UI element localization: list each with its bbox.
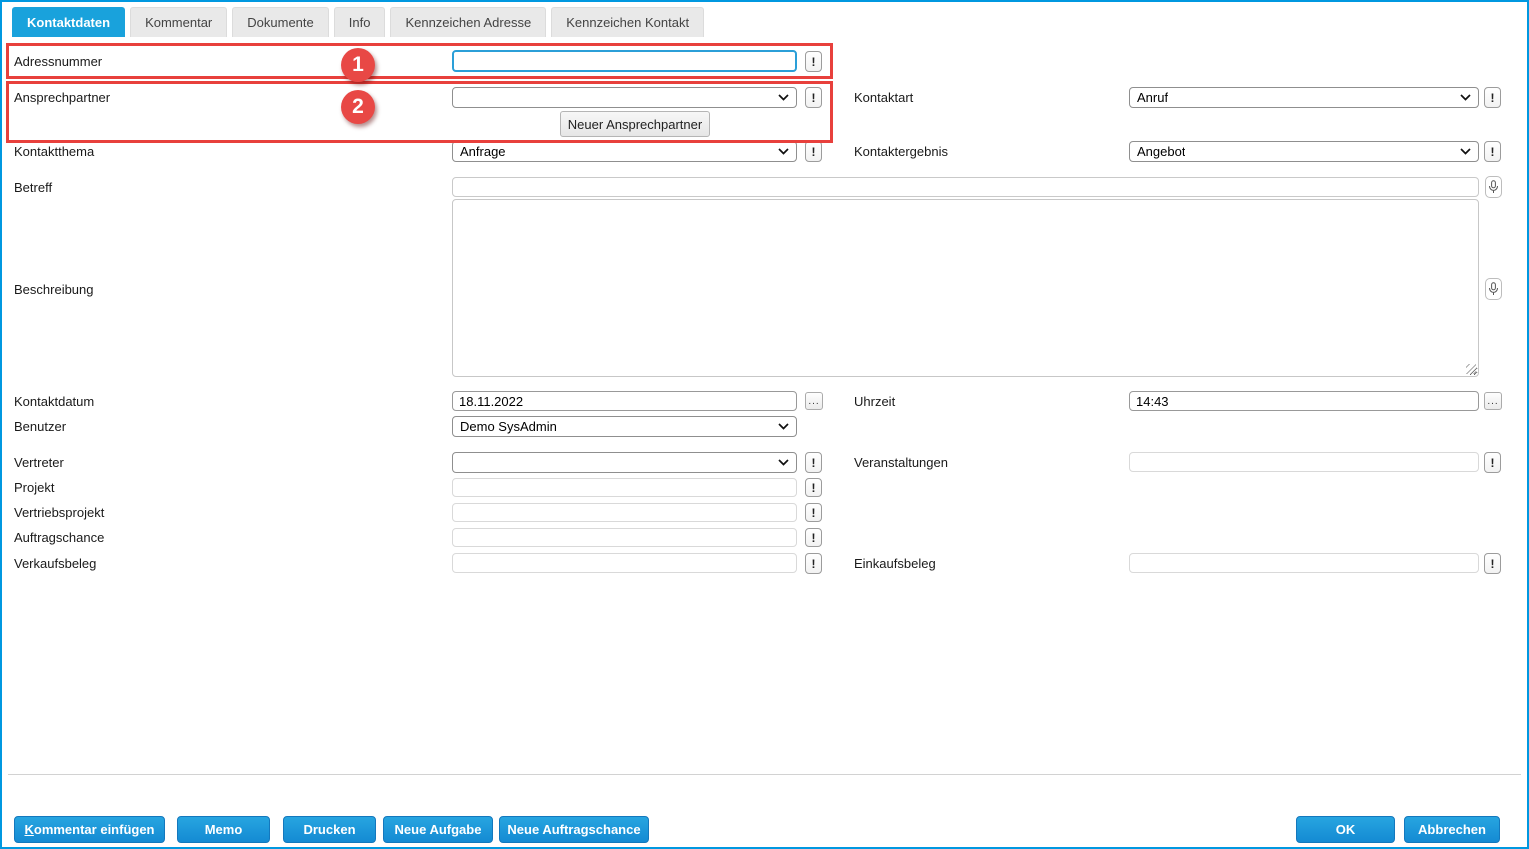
- betreff-input[interactable]: [452, 177, 1479, 197]
- einkaufsbeleg-label: Einkaufsbeleg: [854, 556, 936, 571]
- kontaktdatum-label: Kontaktdatum: [14, 394, 95, 409]
- accel-key: K: [24, 822, 34, 837]
- tab-kennzeichen-adresse[interactable]: Kennzeichen Adresse: [390, 7, 547, 37]
- kontaktergebnis-label: Kontaktergebnis: [854, 144, 948, 159]
- chevron-down-icon: [778, 94, 789, 101]
- chevron-down-icon: [1460, 94, 1471, 101]
- betreff-label: Betreff: [14, 180, 53, 195]
- kontaktergebnis-select[interactable]: Angebot: [1129, 141, 1479, 162]
- kontaktdatum-input[interactable]: [452, 391, 797, 411]
- projekt-input[interactable]: [452, 478, 797, 497]
- neue-aufgabe-button[interactable]: Neue Aufgabe: [383, 816, 493, 843]
- kontaktart-label: Kontaktart: [854, 90, 914, 105]
- kommentar-einfuegen-button[interactable]: Kommentar einfügen: [14, 816, 165, 843]
- chevron-down-icon: [778, 148, 789, 155]
- tab-kennzeichen-kontakt[interactable]: Kennzeichen Kontakt: [551, 7, 705, 37]
- veranstaltungen-label: Veranstaltungen: [854, 455, 948, 470]
- auftragschance-required-button[interactable]: !: [805, 528, 822, 547]
- vertreter-select[interactable]: [452, 452, 797, 473]
- kontaktart-required-button[interactable]: !: [1484, 87, 1501, 108]
- uhrzeit-picker-button[interactable]: ...: [1484, 392, 1502, 410]
- adressnummer-required-button[interactable]: !: [805, 51, 822, 72]
- footer-divider: [8, 774, 1521, 775]
- vertriebsprojekt-label: Vertriebsprojekt: [14, 505, 105, 520]
- uhrzeit-label: Uhrzeit: [854, 394, 896, 409]
- betreff-mic-button[interactable]: [1485, 176, 1502, 198]
- kontaktergebnis-select-value: Angebot: [1137, 144, 1186, 159]
- adressnummer-label: Adressnummer: [14, 54, 103, 69]
- vertreter-required-button[interactable]: !: [805, 452, 822, 473]
- ansprechpartner-required-button[interactable]: !: [805, 87, 822, 108]
- einkaufsbeleg-required-button[interactable]: !: [1484, 553, 1501, 574]
- kontaktthema-select[interactable]: Anfrage: [452, 141, 797, 162]
- beschreibung-textarea[interactable]: [452, 199, 1479, 377]
- tab-bar: Kontaktdaten Kommentar Dokumente Info Ke…: [12, 7, 705, 37]
- verkaufsbeleg-required-button[interactable]: !: [805, 553, 822, 574]
- benutzer-label: Benutzer: [14, 419, 67, 434]
- microphone-icon: [1488, 180, 1499, 194]
- kontaktart-select[interactable]: Anruf: [1129, 87, 1479, 108]
- tab-dokumente[interactable]: Dokumente: [232, 7, 329, 37]
- chevron-down-icon: [1460, 148, 1471, 155]
- kontaktdatum-picker-button[interactable]: ...: [805, 392, 823, 410]
- neuer-ansprechpartner-button[interactable]: Neuer Ansprechpartner: [560, 111, 710, 137]
- microphone-icon: [1488, 282, 1499, 296]
- tab-kontaktdaten[interactable]: Kontaktdaten: [12, 7, 126, 37]
- neue-auftragschance-button[interactable]: Neue Auftragschance: [499, 816, 649, 843]
- veranstaltungen-input[interactable]: [1129, 452, 1479, 472]
- vertreter-label: Vertreter: [14, 455, 64, 470]
- abbrechen-button[interactable]: Abbrechen: [1404, 816, 1500, 843]
- annotation-callout-2: 2: [341, 90, 375, 124]
- kontaktthema-label: Kontaktthema: [14, 144, 95, 159]
- benutzer-select[interactable]: Demo SysAdmin: [452, 416, 797, 437]
- beschreibung-mic-button[interactable]: [1485, 278, 1502, 300]
- kontaktart-select-value: Anruf: [1137, 90, 1169, 105]
- chevron-down-icon: [778, 423, 789, 430]
- ok-button[interactable]: OK: [1296, 816, 1395, 843]
- annotation-callout-1: 1: [341, 48, 375, 82]
- vertriebsprojekt-input[interactable]: [452, 503, 797, 522]
- auftragschance-label: Auftragschance: [14, 530, 105, 545]
- einkaufsbeleg-input[interactable]: [1129, 553, 1479, 573]
- beschreibung-label: Beschreibung: [14, 282, 94, 297]
- verkaufsbeleg-label: Verkaufsbeleg: [14, 556, 97, 571]
- kontaktergebnis-required-button[interactable]: !: [1484, 141, 1501, 162]
- drucken-button[interactable]: Drucken: [283, 816, 376, 843]
- ansprechpartner-select[interactable]: [452, 87, 797, 108]
- memo-button[interactable]: Memo: [177, 816, 270, 843]
- benutzer-select-value: Demo SysAdmin: [460, 419, 557, 434]
- kontaktthema-select-value: Anfrage: [460, 144, 506, 159]
- tab-info[interactable]: Info: [333, 7, 386, 37]
- adressnummer-input[interactable]: [452, 50, 797, 72]
- uhrzeit-input[interactable]: [1129, 391, 1479, 411]
- projekt-required-button[interactable]: !: [805, 478, 822, 497]
- veranstaltungen-required-button[interactable]: !: [1484, 452, 1501, 473]
- vertriebsprojekt-required-button[interactable]: !: [805, 503, 822, 522]
- projekt-label: Projekt: [14, 480, 55, 495]
- tab-kommentar[interactable]: Kommentar: [130, 7, 228, 37]
- auftragschance-input[interactable]: [452, 528, 797, 547]
- kontaktthema-required-button[interactable]: !: [805, 141, 822, 162]
- ansprechpartner-label: Ansprechpartner: [14, 90, 111, 105]
- verkaufsbeleg-input[interactable]: [452, 553, 797, 573]
- chevron-down-icon: [778, 459, 789, 466]
